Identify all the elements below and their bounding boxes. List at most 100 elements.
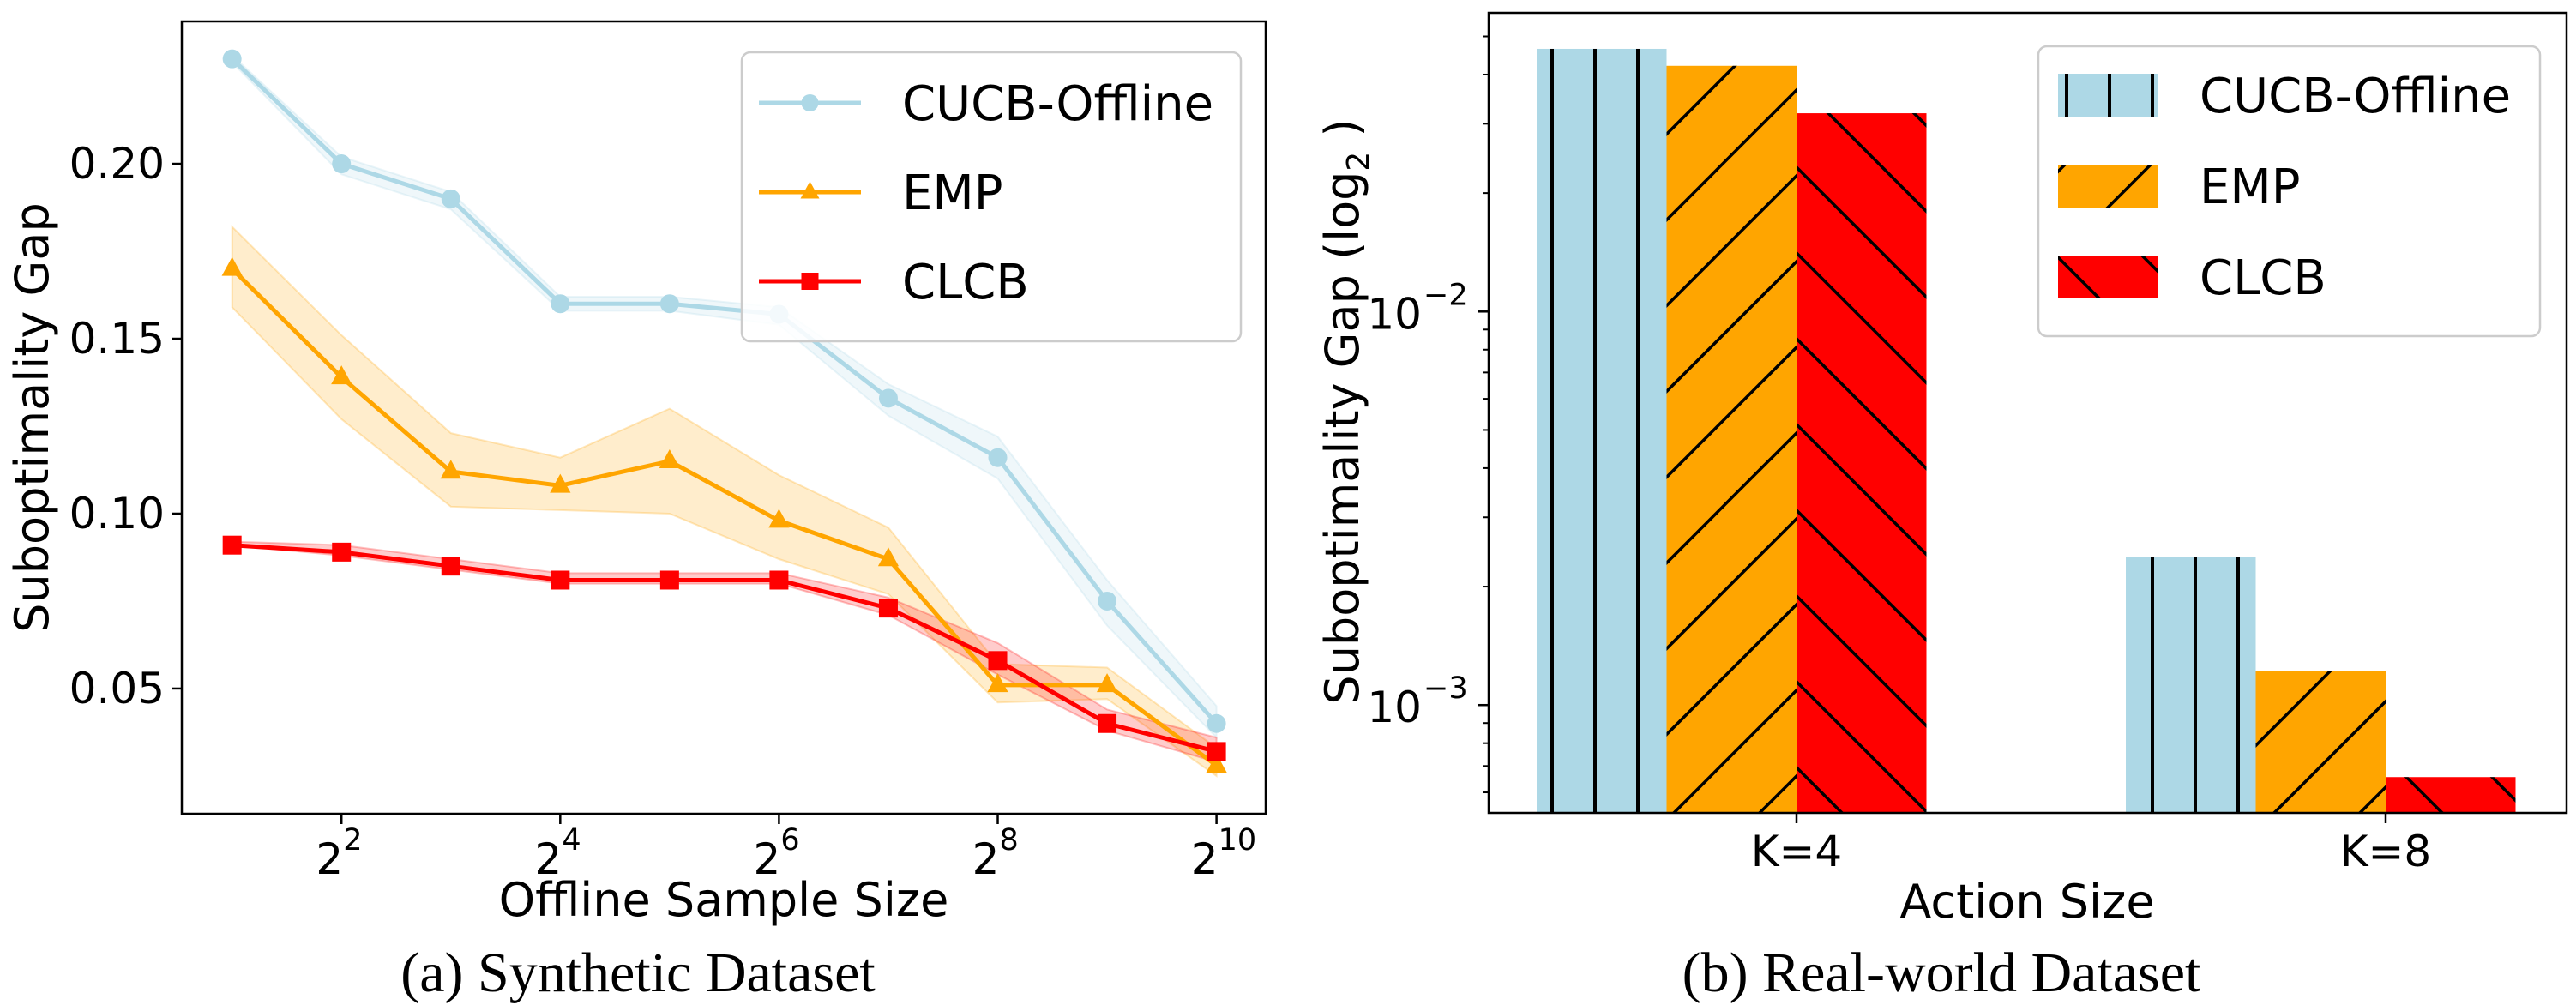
x-ticks: K=4 K=8 [1751,813,2432,876]
synthetic-dataset-chart: 0.050.100.150.20 2 2 2 4 2 6 2 8 2 10 Offline Sam… [5,20,1267,1004]
bar-emp-k-8 [2255,671,2386,813]
legend-cucb-offline-label: CUCB-Offline [2200,69,2511,124]
emp-point [221,256,243,276]
legend-box [2037,45,2542,338]
cucb-offline-point [878,388,898,408]
legend-emp-hatch [2058,165,2158,208]
legend-clcb-label: CLCB [902,255,1029,310]
emp-band [231,225,1218,778]
plot-frame [180,20,1267,815]
emp-point [768,509,790,528]
y-tick-exponent: −3 [1423,671,1468,706]
bar-cucb-offline-hatch [2126,557,2256,813]
legend-clcb-marker [801,273,819,290]
legend: CUCB-Offline EMP CLCB [2037,45,2542,338]
legend: CUCB-Offline EMP CLCB [740,51,1243,343]
x-tick-exponent: 10 [1219,823,1257,858]
clcb-point [222,535,242,555]
x-tick-label: 2 [1191,834,1219,884]
clcb-point [332,542,352,562]
y-tick-label: 0.20 [69,139,165,189]
clcb-point [441,557,460,576]
clcb-point [1098,713,1117,733]
legend-emp-label: EMP [2200,159,2300,215]
legend-clcb-label: CLCB [2200,250,2326,306]
x-tick-label: 2 [534,834,562,884]
legend-box [740,51,1243,343]
clcb-point [659,570,679,590]
y-tick-label: 0.10 [69,489,165,539]
x-tick-label: 2 [316,834,343,884]
y-axis-label-end: ) [1315,118,1369,151]
clcb-point [878,599,898,618]
clcb-point [1207,742,1226,761]
series-markers [221,49,1227,773]
bar-emp-hatch [1666,65,1797,813]
emp-point [1206,753,1227,773]
emp-point [440,460,461,479]
x-tick-label: 2 [754,834,781,884]
legend-clcb-hatch [2058,256,2158,298]
real-world-dataset-chart: 10−310−2 K=4 K=8 Action Size Suboptimalit… [1315,11,2568,1004]
bar-clcb-k-4 [1797,113,1927,814]
bars [1537,48,2516,814]
y-tick-label: 0.15 [69,314,165,364]
bar-clcb-hatch [2386,777,2516,813]
x-tick-label: K=8 [2340,827,2432,876]
emp-point [659,449,680,469]
bar-cucb-offline-k-4 [1537,48,1667,814]
emp-point [550,473,571,493]
x-tick-exponent: 2 [343,823,362,858]
y-axis-label-subscript: 2 [1341,152,1376,172]
emp-point [987,673,1008,693]
y-ticks: 0.05 0.10 0.15 0.20 [69,139,182,713]
cucb-offline-point [222,49,242,69]
y-ticks: 10−310−2 [1367,35,1489,794]
cucb-offline-point [441,189,460,208]
bar-clcb-hatch [1797,113,1927,814]
y-tick-exponent: −2 [1423,278,1468,312]
legend-emp-marker [800,181,820,199]
cucb-offline-point [988,448,1008,467]
plot-frame [1487,11,2568,815]
x-axis-label: Action Size [1899,875,2154,929]
x-ticks: 2 2 2 4 2 6 2 8 2 10 [316,814,1256,884]
x-tick-label: K=4 [1751,827,1843,876]
legend-cucb-offline-hatch [2058,74,2158,117]
x-tick-exponent: 8 [1000,823,1019,858]
x-tick-label: 2 [972,834,1000,884]
emp-point [877,547,900,567]
y-tick-label: 0.05 [69,664,165,713]
y-axis-label: Suboptimality Gap (log2 ) [1315,118,1376,704]
clcb-point [988,651,1008,671]
cucb-offline-point [1207,713,1226,733]
emp-line [230,267,1219,767]
bar-emp-hatch [2255,671,2386,813]
bar-emp-k-4 [1666,65,1797,813]
emp-point [1096,673,1118,693]
series-lines [230,57,1219,767]
clcb-point [769,570,789,590]
legend-cucb-offline-label: CUCB-Offline [902,76,1213,132]
subcaption: (b) Real-world Dataset [1682,942,2201,1004]
emp-point [331,365,352,385]
cucb-offline-point [659,294,679,314]
cucb-offline-point [551,294,570,314]
y-axis-label: Suboptimality Gap [5,202,59,632]
clcb-point [551,570,570,590]
bar-cucb-offline-k-8 [2126,557,2256,813]
clcb-line [232,543,1218,754]
y-tick-label: 10 [1367,289,1422,339]
cucb-offline-point [1098,591,1117,611]
subcaption: (a) Synthetic Dataset [400,942,875,1004]
bar-clcb-k-8 [2386,777,2516,813]
cucb-offline-line [230,57,1219,725]
x-tick-exponent: 6 [780,823,799,858]
y-tick-label: 10 [1367,683,1422,732]
legend-cucb-offline-marker [801,94,819,111]
x-tick-exponent: 4 [562,823,581,858]
y-axis-label-main: Suboptimality Gap (log [1315,172,1369,705]
x-axis-label: Offline Sample Size [499,873,949,927]
cucb-offline-point [332,154,352,174]
